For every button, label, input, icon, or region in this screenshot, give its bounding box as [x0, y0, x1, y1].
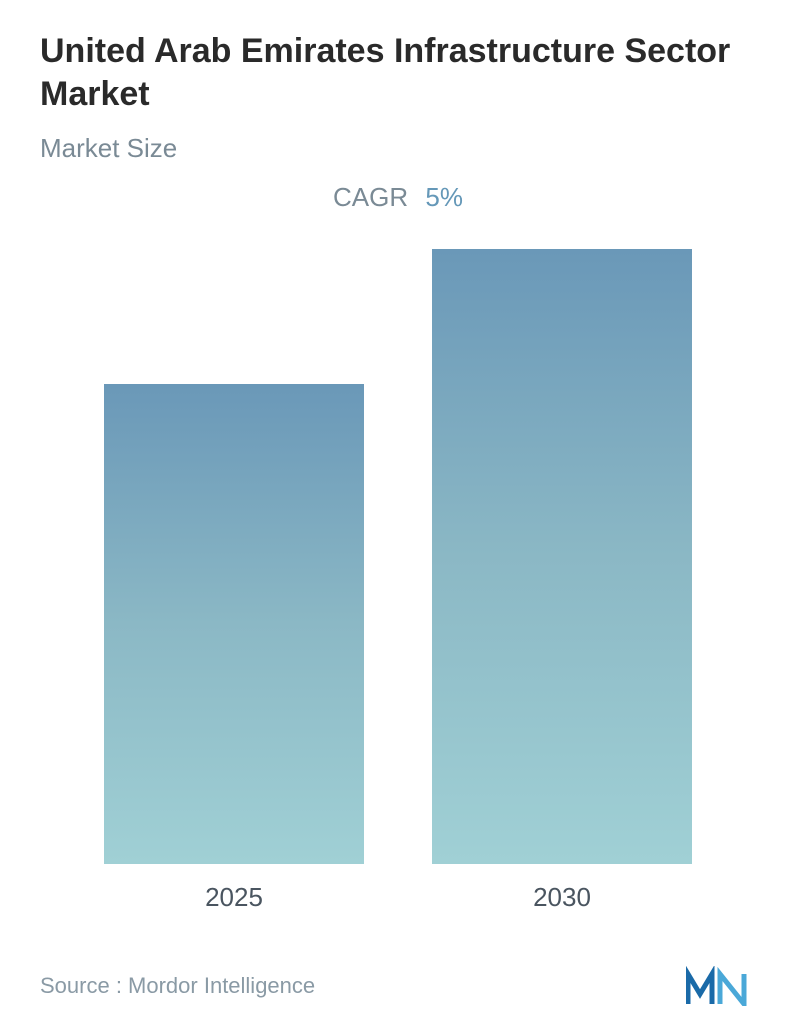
cagr-label: CAGR — [333, 182, 408, 212]
logo-icon — [686, 966, 756, 1006]
bar-group-1: 2030 — [432, 249, 692, 913]
bar-label-0: 2025 — [205, 882, 263, 913]
chart-subtitle: Market Size — [40, 133, 756, 164]
bar-1 — [432, 249, 692, 864]
cagr-value: 5% — [425, 182, 463, 212]
footer: Source : Mordor Intelligence — [40, 966, 756, 1006]
bar-label-1: 2030 — [533, 882, 591, 913]
source-text: Source : Mordor Intelligence — [40, 973, 315, 999]
cagr-row: CAGR 5% — [40, 182, 756, 213]
chart-title: United Arab Emirates Infrastructure Sect… — [40, 30, 756, 115]
bar-0 — [104, 384, 364, 864]
logo — [686, 966, 756, 1006]
chart-area: 2025 2030 — [40, 233, 756, 913]
bar-group-0: 2025 — [104, 384, 364, 913]
